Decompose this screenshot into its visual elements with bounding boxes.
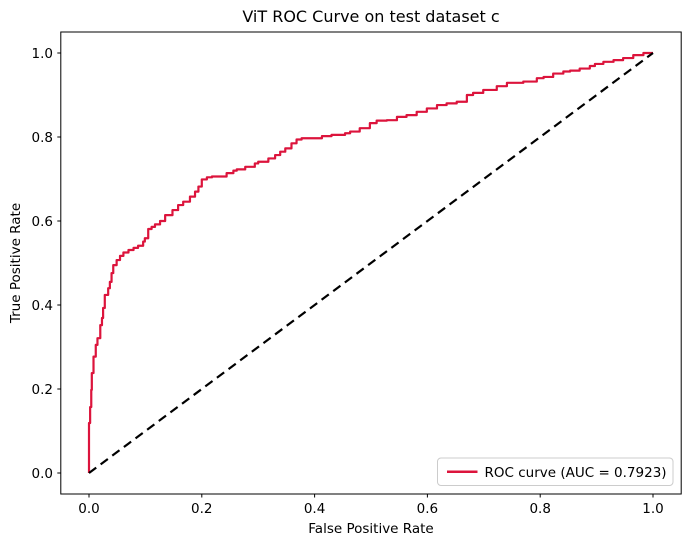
y-tick-label: 0.2 [32,382,53,398]
x-axis-label: False Positive Rate [308,521,433,537]
chart-title: ViT ROC Curve on test dataset c [242,7,499,26]
axes-spines [60,31,682,495]
plot-series [87,51,654,474]
x-tick-label: 0.4 [304,501,325,517]
x-tick-label: 0.8 [529,501,550,517]
x-tick-label: 0.6 [417,501,438,517]
y-axis-ticks: 0.0 0.2 0.4 0.6 0.8 1.0 [32,46,61,482]
y-tick-label: 0.8 [32,130,53,146]
legend: ROC curve (AUC = 0.7923) [437,457,674,486]
y-tick-label: 0.0 [32,466,53,482]
x-axis-ticks: 0.0 0.2 0.4 0.6 0.8 1.0 [78,494,664,517]
x-tick-label: 0.2 [191,501,212,517]
y-tick-label: 0.4 [32,298,53,314]
roc-curve-line [87,51,653,473]
y-axis-label: True Positive Rate [8,203,24,324]
chance-diagonal-line [88,52,654,474]
legend-label: ROC curve (AUC = 0.7923) [485,465,667,481]
x-tick-label: 1.0 [642,501,663,517]
y-tick-label: 1.0 [32,46,53,62]
x-tick-label: 0.0 [78,501,99,517]
y-tick-label: 0.6 [32,214,53,230]
legend-box [437,457,674,486]
